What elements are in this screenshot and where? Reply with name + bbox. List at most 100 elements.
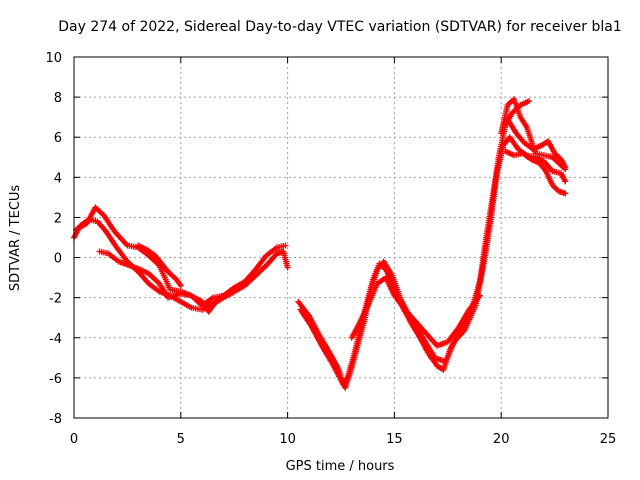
y-tick-label: -4: [49, 332, 62, 347]
data-point-marker: [297, 306, 313, 327]
data-point-marker: [455, 308, 472, 331]
data-point-marker: [502, 148, 516, 158]
data-point-marker: [357, 302, 371, 325]
data-point-marker: [442, 340, 457, 365]
data-point-marker: [348, 320, 363, 341]
x-tick-label: 20: [493, 432, 510, 447]
y-axis-label: SDTVAR / TECUs: [8, 185, 23, 292]
data-point-marker: [536, 160, 548, 173]
tick-layer: 0 5 10 15 20 25 -8 -6 -4 -2 0 2 4 6 8 10: [45, 51, 616, 447]
data-point-marker: [444, 326, 461, 345]
data-point-marker: [306, 312, 322, 337]
data-point-marker: [558, 156, 568, 169]
data-point-marker: [280, 248, 291, 269]
data-point-marker: [525, 98, 532, 105]
data-point-marker: [100, 212, 117, 233]
chart-title: Day 274 of 2022, Sidereal Day-to-day VTE…: [58, 19, 621, 35]
y-tick-label: 8: [54, 91, 62, 106]
data-point-marker: [295, 298, 311, 318]
data-point-marker: [111, 228, 129, 247]
series-track-c: [96, 248, 240, 315]
data-point-marker: [73, 221, 88, 233]
data-point-marker: [461, 304, 478, 333]
y-tick-label: -6: [49, 372, 62, 387]
data-point-marker: [318, 342, 335, 365]
data-point-marker: [521, 140, 535, 152]
data-point-marker: [233, 284, 240, 291]
data-point-marker: [558, 170, 568, 183]
data-point-marker: [562, 178, 569, 185]
data-point-marker: [143, 246, 157, 258]
data-point-marker: [562, 164, 569, 171]
data-point-marker: [504, 116, 519, 135]
data-point-marker: [241, 274, 257, 289]
data-point-marker: [543, 168, 555, 187]
series-track-g: [348, 274, 483, 349]
y-tick-label: -2: [49, 292, 62, 307]
data-point-marker: [532, 154, 546, 164]
series-track-e: [295, 98, 532, 387]
data-point-marker: [538, 139, 550, 149]
data-point-marker: [156, 280, 170, 299]
data-point-marker: [391, 292, 407, 312]
series-track-h: [498, 96, 569, 173]
data-point-marker: [517, 98, 531, 109]
data-point-marker: [423, 330, 439, 348]
data-point-marker: [487, 172, 500, 225]
data-point-marker: [367, 268, 380, 293]
data-point-marker: [263, 245, 279, 259]
data-point-marker: [506, 134, 521, 151]
data-point-marker: [476, 292, 483, 299]
data-point-marker: [252, 254, 269, 273]
plot-frame: [73, 56, 609, 419]
data-point-marker: [308, 322, 324, 347]
data-point-marker: [549, 182, 561, 193]
data-point-marker: [177, 298, 193, 310]
data-point-marker: [540, 158, 554, 173]
data-point-marker: [562, 190, 569, 197]
data-marks: [71, 96, 569, 391]
data-point-marker: [517, 114, 529, 129]
x-tick-label: 10: [279, 432, 296, 447]
data-point-marker: [145, 280, 161, 294]
data-point-marker: [165, 268, 174, 278]
data-point-marker: [408, 320, 422, 339]
x-tick-label: 25: [600, 432, 617, 447]
data-point-marker: [158, 260, 170, 273]
series-track-d: [135, 242, 184, 289]
data-point-marker: [284, 264, 291, 271]
data-point-marker: [145, 252, 161, 268]
data-point-marker: [481, 220, 494, 265]
data-point-marker: [513, 130, 527, 145]
data-point-marker: [417, 334, 431, 355]
data-point-marker: [498, 104, 511, 137]
data-point-marker: [169, 272, 179, 282]
y-tick-label: 4: [54, 171, 62, 186]
data-point-marker: [348, 342, 361, 371]
data-point-marker: [545, 138, 557, 155]
data-point-marker: [528, 156, 541, 166]
series-track-i: [502, 148, 569, 197]
x-tick-label: 5: [177, 432, 185, 447]
data-point-marker: [329, 360, 344, 382]
data-point-marker: [549, 154, 561, 165]
data-point-marker: [327, 350, 341, 372]
y-tick-label: -8: [49, 412, 62, 427]
data-point-marker: [145, 270, 161, 286]
data-point-marker: [177, 282, 184, 289]
data-point-marker: [530, 143, 544, 153]
data-point-marker: [188, 292, 204, 304]
data-point-marker: [389, 272, 404, 301]
x-tick-label: 15: [386, 432, 403, 447]
y-tick-label: 0: [54, 252, 62, 267]
data-point-marker: [137, 266, 151, 276]
grid-layer: [74, 57, 608, 418]
data-point-marker: [365, 282, 380, 307]
data-point-marker: [402, 306, 418, 324]
data-point-marker: [434, 362, 445, 372]
data-point-marker: [282, 242, 289, 249]
data-point-marker: [113, 244, 130, 263]
data-point-marker: [216, 291, 230, 301]
series-track-f: [297, 134, 569, 391]
